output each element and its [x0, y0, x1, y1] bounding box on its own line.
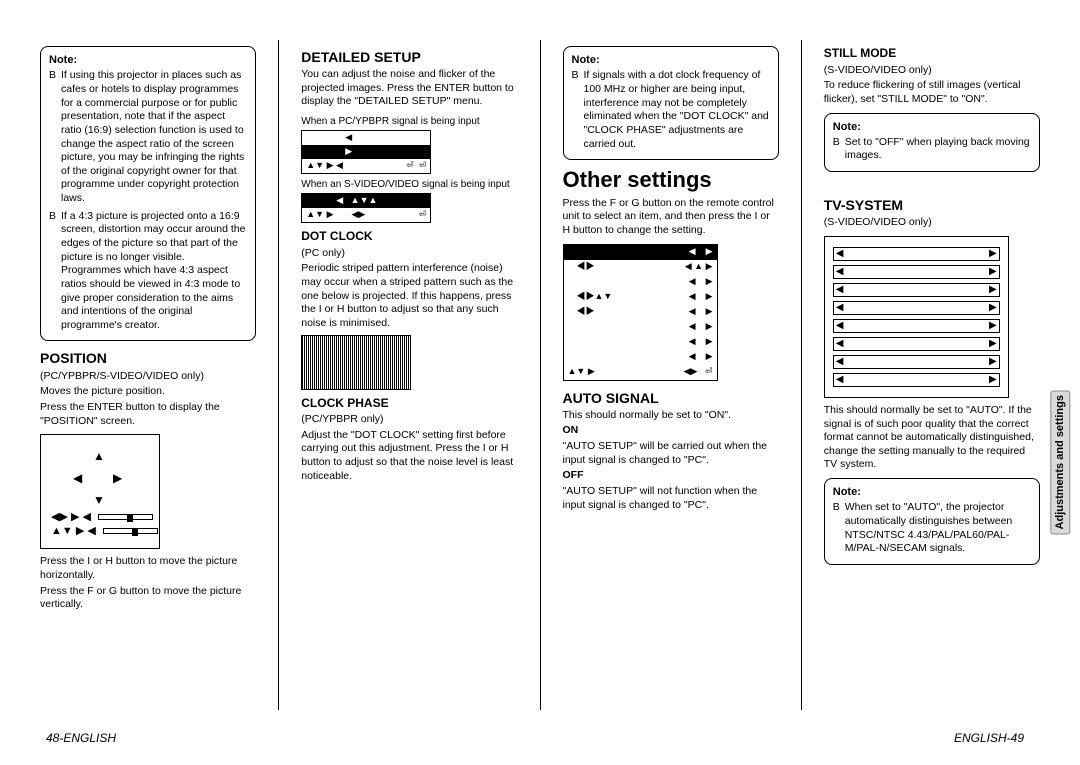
position-desc4: Press the F or G button to move the pict… — [40, 585, 256, 612]
position-desc3: Press the I or H button to move the pict… — [40, 555, 256, 582]
note-text: If a 4:3 picture is projected onto a 16:… — [61, 210, 247, 333]
clock-phase-heading: CLOCK PHASE — [301, 396, 517, 412]
note-box-tv: Note: BWhen set to "AUTO", the projector… — [824, 478, 1040, 565]
position-desc2: Press the ENTER button to display the "P… — [40, 401, 256, 428]
tv-system-figure — [824, 236, 1009, 398]
note-box-still: Note: BSet to "OFF" when playing back mo… — [824, 113, 1040, 173]
note-title: Note: — [833, 485, 1031, 499]
auto-signal-desc: This should normally be set to "ON". — [563, 409, 779, 423]
position-desc: Moves the picture position. — [40, 385, 256, 399]
dot-clock-heading: DOT CLOCK — [301, 229, 517, 245]
note-box-aspect: Note: BIf using this projector in places… — [40, 46, 256, 341]
figure-caption: When an S-VIDEO/VIDEO signal is being in… — [301, 178, 517, 191]
position-figure: ▲▼◀▶ ◀▶ ▶ ◀ ▲▼ ▶ ◀ — [40, 434, 160, 549]
tv-system-desc: This should normally be set to "AUTO". I… — [824, 404, 1040, 472]
tv-system-sub: (S-VIDEO/VIDEO only) — [824, 216, 1040, 230]
page-footer-right: ENGLISH-49 — [954, 731, 1024, 747]
note-title: Note: — [833, 120, 1031, 134]
auto-signal-off-label: OFF — [563, 469, 779, 483]
auto-signal-on-desc: "AUTO SETUP" will be carried out when th… — [563, 440, 779, 467]
column-3: Note: BIf signals with a dot clock frequ… — [563, 40, 779, 710]
other-settings-desc: Press the F or G button on the remote co… — [563, 197, 779, 238]
dot-clock-desc: Periodic striped pattern interference (n… — [301, 262, 517, 330]
figure-caption: When a PC/YPBPR signal is being input — [301, 115, 517, 128]
stripe-pattern-figure — [301, 335, 411, 390]
side-tab: Adjustments and settings — [1050, 390, 1070, 534]
page-footer-left: 48-ENGLISH — [46, 731, 116, 747]
dot-clock-sub: (PC only) — [301, 247, 517, 261]
clock-phase-desc: Adjust the "DOT CLOCK" setting first bef… — [301, 429, 517, 484]
note-text: If using this projector in places such a… — [61, 69, 247, 205]
column-2: DETAILED SETUP You can adjust the noise … — [301, 40, 517, 710]
other-settings-figure: ◀ ▶ ◀▶◀ ▲ ▶ ◀ ▶ ◀▶▲▼◀ ▶ ◀▶◀ ▶ ◀ ▶ ◀ ▶ ◀ … — [563, 244, 718, 381]
column-1: Note: BIf using this projector in places… — [40, 40, 256, 710]
column-4: STILL MODE (S-VIDEO/VIDEO only) To reduc… — [824, 40, 1040, 710]
note-text: If signals with a dot clock frequency of… — [584, 69, 770, 151]
clock-phase-sub: (PC/YPBPR only) — [301, 413, 517, 427]
menu-figure-pc: ◀ ▶ ▲▼ ▶ ◀⏎ ⏎ — [301, 130, 431, 174]
note-text: Set to "OFF" when playing back moving im… — [845, 136, 1031, 163]
tv-system-heading: TV-SYSTEM — [824, 196, 1040, 214]
still-mode-sub: (S-VIDEO/VIDEO only) — [824, 64, 1040, 78]
note-title: Note: — [572, 53, 770, 67]
menu-figure-video: ◀ ▲▼▲ ▲▼ ▶◀▶⏎ — [301, 193, 431, 223]
position-subtitle: (PC/YPBPR/S-VIDEO/VIDEO only) — [40, 370, 256, 384]
other-settings-heading: Other settings — [563, 166, 779, 195]
position-heading: POSITION — [40, 349, 256, 367]
detailed-setup-desc: You can adjust the noise and flicker of … — [301, 68, 517, 109]
auto-signal-off-desc: "AUTO SETUP" will not function when the … — [563, 485, 779, 512]
auto-signal-on-label: ON — [563, 424, 779, 438]
still-mode-heading: STILL MODE — [824, 46, 1040, 62]
note-text: When set to "AUTO", the projector automa… — [845, 501, 1031, 556]
note-title: Note: — [49, 53, 247, 67]
note-box-dotclock: Note: BIf signals with a dot clock frequ… — [563, 46, 779, 160]
still-mode-desc: To reduce flickering of still images (ve… — [824, 79, 1040, 106]
detailed-setup-heading: DETAILED SETUP — [301, 48, 517, 66]
auto-signal-heading: AUTO SIGNAL — [563, 389, 779, 407]
